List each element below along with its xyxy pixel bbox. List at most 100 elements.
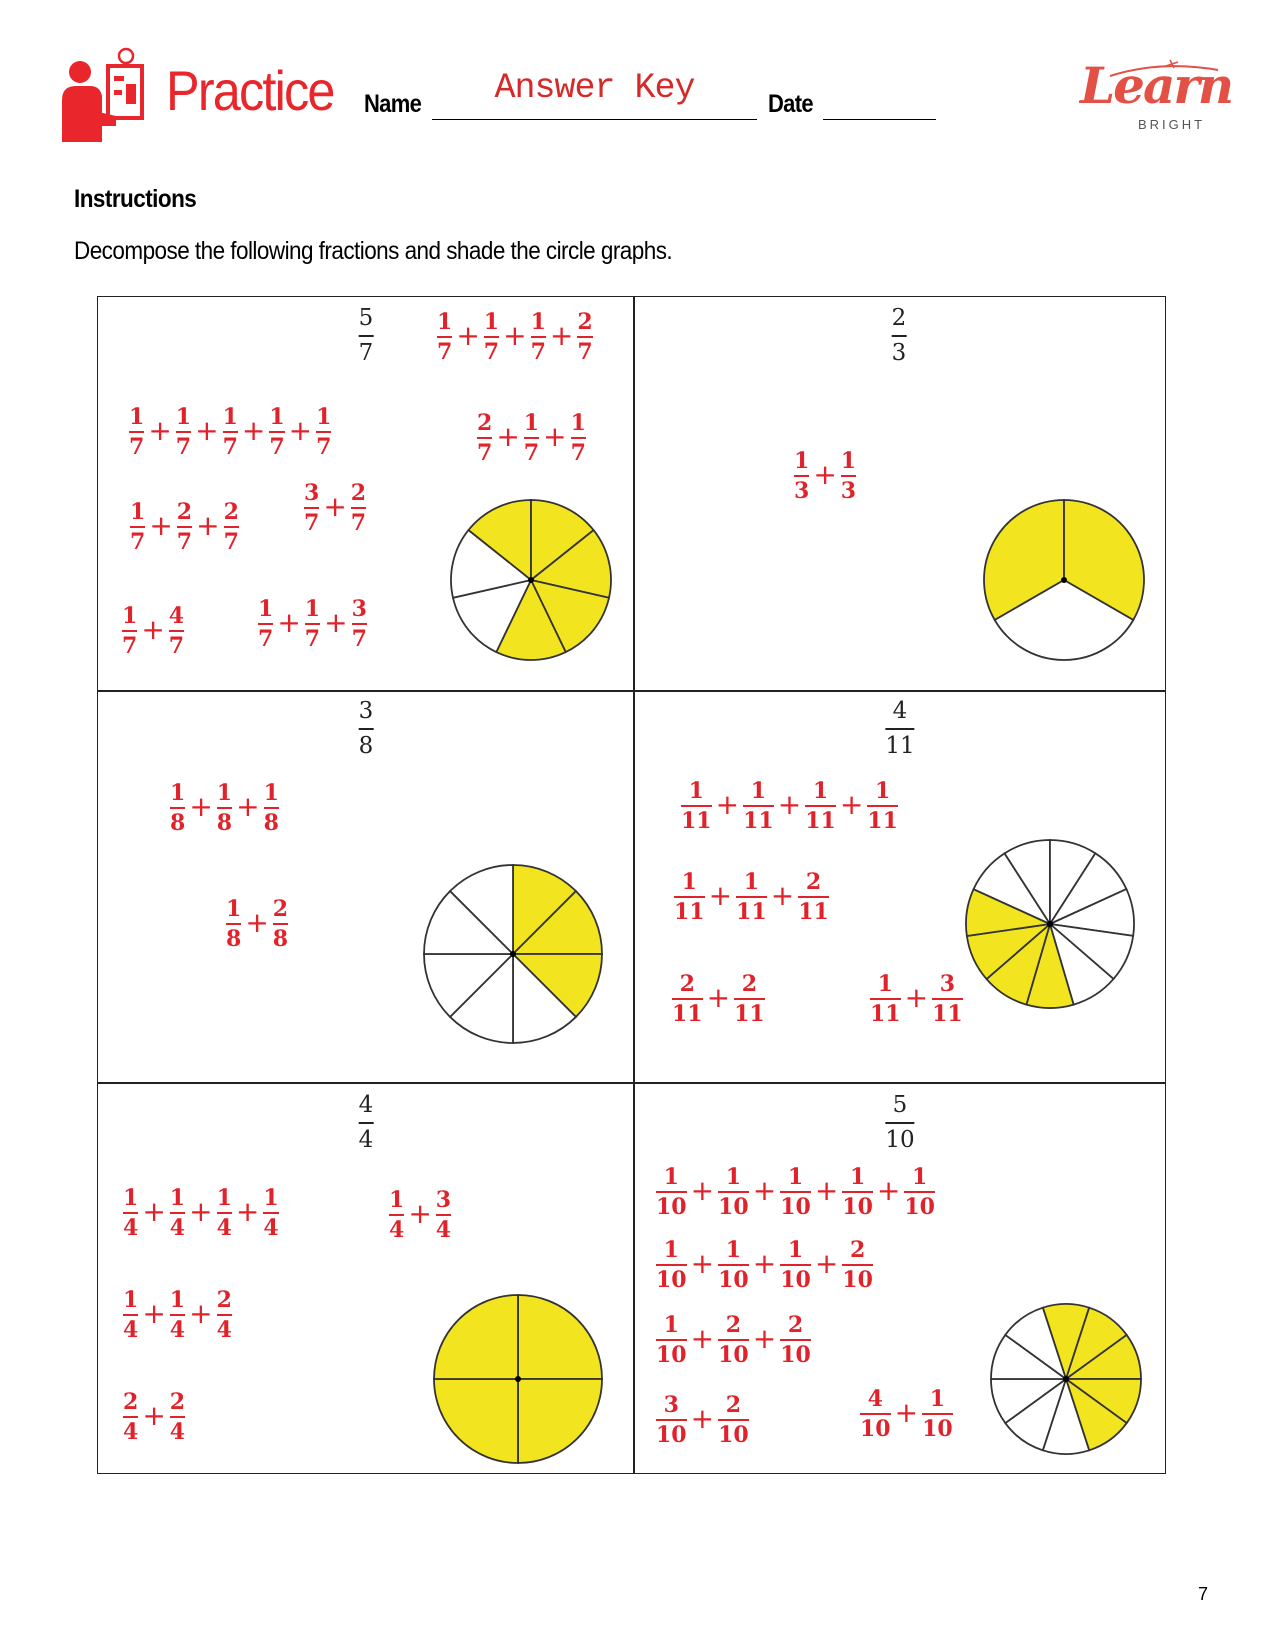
- fraction-bar: [870, 998, 901, 1000]
- fraction-bar: [718, 1339, 749, 1341]
- numerator: 2: [216, 1287, 232, 1313]
- decomposition-answer: 1 11 +1 11 +2 11: [674, 870, 829, 924]
- fraction: 1 10: [922, 1387, 953, 1441]
- decomposition-answer: 1 7 +1 7 +1 7 +1 7 +1 7: [129, 404, 332, 460]
- numerator: 1: [129, 404, 145, 430]
- fraction: 1 10: [780, 1238, 811, 1292]
- decomposition-answer: 1 4 +1 4 +2 4: [123, 1288, 232, 1342]
- numerator: 1: [122, 603, 138, 629]
- plus-sign: +: [543, 419, 567, 453]
- decomposition-answer: 1 3 +1 3: [794, 448, 857, 503]
- fraction-bar: [175, 431, 192, 433]
- fraction-bar: [885, 728, 915, 730]
- denominator: 10: [656, 1342, 687, 1368]
- plus-sign: +: [141, 612, 165, 646]
- numerator: 1: [725, 1164, 742, 1190]
- numerator: 1: [169, 1185, 186, 1211]
- fraction-bar: [263, 807, 279, 809]
- plus-sign: +: [408, 1196, 432, 1230]
- fraction-bar: [258, 623, 274, 625]
- denominator: 7: [437, 339, 453, 365]
- shaded-slice: [510, 889, 603, 955]
- numerator: 1: [663, 1237, 679, 1263]
- denominator: 4: [216, 1317, 232, 1343]
- numerator: 4: [867, 1386, 883, 1412]
- numerator: 1: [523, 410, 540, 436]
- denominator: 7: [350, 510, 367, 536]
- exercise-grid: [97, 296, 1166, 1474]
- plus-sign: +: [813, 457, 837, 491]
- numerator: 1: [258, 596, 274, 622]
- fraction-bar: [437, 336, 453, 338]
- plus-sign: +: [708, 878, 733, 912]
- fraction-bar: [358, 335, 374, 337]
- denominator: 7: [269, 434, 285, 460]
- fraction: 1 10: [656, 1165, 687, 1219]
- fraction-bar: [860, 1413, 891, 1415]
- numerator: 1: [874, 778, 891, 804]
- fraction-bar: [350, 507, 367, 509]
- plus-sign: +: [715, 787, 740, 821]
- name-field-line[interactable]: [432, 119, 757, 120]
- fraction-bar: [477, 437, 493, 439]
- denominator: 7: [129, 434, 145, 460]
- plus-sign: +: [690, 1401, 715, 1435]
- fraction: 4 10: [860, 1387, 891, 1441]
- learn-bright-logo-sub: BRIGHT: [1138, 117, 1206, 132]
- numerator: 1: [840, 448, 857, 474]
- denominator: 11: [867, 808, 898, 834]
- target-fraction: 4 11: [885, 698, 915, 759]
- plus-sign: +: [752, 1246, 777, 1280]
- shaded-slice: [433, 1378, 519, 1464]
- decomposition-answer: 1 8 +1 8 +1 8: [170, 781, 279, 835]
- denominator: 10: [922, 1416, 953, 1442]
- numerator: 1: [169, 1287, 186, 1313]
- fraction-bar: [656, 1339, 687, 1341]
- shaded-slice: [495, 577, 567, 661]
- circle-center: [528, 577, 534, 583]
- shaded-slice: [530, 499, 595, 582]
- denominator: 8: [226, 926, 242, 952]
- plus-sign: +: [323, 489, 347, 523]
- name-field-value[interactable]: Answer Key: [494, 68, 695, 108]
- plus-sign: +: [814, 1246, 839, 1280]
- logo-arc-icon: [1109, 59, 1219, 77]
- denominator: 7: [223, 529, 239, 555]
- circle-center: [515, 1376, 521, 1382]
- numerator: 1: [483, 309, 500, 335]
- target-numerator: 5: [358, 305, 374, 331]
- fraction-bar: [922, 1413, 953, 1415]
- shaded-slice: [510, 953, 603, 1019]
- fraction-bar: [304, 623, 321, 625]
- plus-sign: +: [690, 1173, 715, 1207]
- decomposition-answer: 1 10 +1 10 +1 10 +1 10 +1 10: [656, 1165, 935, 1219]
- plus-sign: +: [876, 1173, 901, 1207]
- numerator: 3: [435, 1187, 452, 1213]
- denominator: 10: [780, 1342, 811, 1368]
- decomposition-answer: 3 10 +2 10: [656, 1393, 749, 1447]
- date-field[interactable]: [823, 119, 936, 120]
- decomposition-answer: 1 8 +2 8: [226, 897, 289, 952]
- denominator: 7: [122, 633, 138, 659]
- numerator: 1: [170, 780, 186, 806]
- fraction: 1 10: [842, 1165, 873, 1219]
- fraction: 1 11: [867, 779, 898, 833]
- denominator: 8: [170, 810, 186, 836]
- fraction: 3 11: [932, 972, 963, 1026]
- numerator: 3: [939, 971, 956, 997]
- denominator: 4: [169, 1419, 186, 1445]
- shaded-slice: [517, 1294, 603, 1380]
